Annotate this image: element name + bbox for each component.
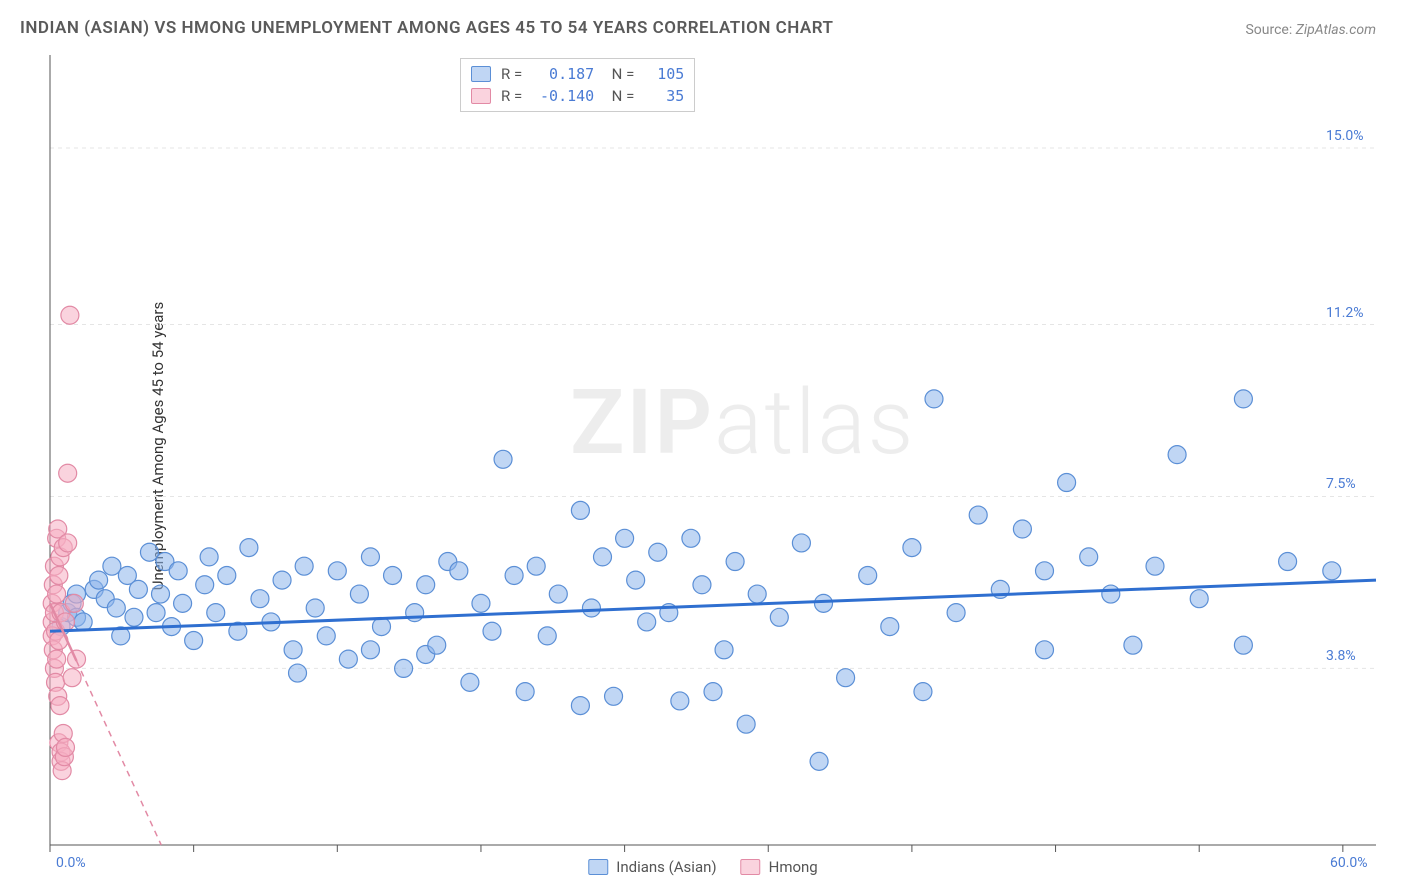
y-tick-label: 15.0% [1326, 128, 1364, 144]
legend-n-label: N = [604, 65, 634, 83]
stats-legend-box: R = 0.187 N = 105 R = -0.140 N = 35 [460, 58, 695, 112]
legend-swatch [741, 859, 761, 875]
series-legend: Indians (Asian) Hmong [588, 858, 817, 876]
stats-legend-row: R = 0.187 N = 105 [471, 63, 684, 85]
y-tick-label: 11.2% [1326, 305, 1364, 321]
legend-r-label: R = [501, 65, 522, 83]
legend-r-label: R = [501, 87, 522, 105]
legend-n-value: 105 [644, 65, 684, 83]
series-legend-item: Hmong [741, 858, 818, 876]
legend-swatch [588, 859, 608, 875]
legend-swatch [471, 88, 491, 104]
legend-swatch [471, 66, 491, 82]
x-anchor-label: 0.0% [56, 855, 86, 871]
series-legend-label: Hmong [769, 858, 818, 876]
series-legend-label: Indians (Asian) [616, 858, 716, 876]
series-legend-item: Indians (Asian) [588, 858, 716, 876]
scatter-chart-svg [0, 0, 1406, 892]
legend-n-value: 35 [644, 87, 684, 105]
stats-legend-row: R = -0.140 N = 35 [471, 85, 684, 107]
y-tick-label: 3.8% [1326, 648, 1356, 664]
legend-r-value: 0.187 [532, 65, 594, 83]
legend-n-label: N = [604, 87, 634, 105]
legend-r-value: -0.140 [532, 87, 594, 105]
x-anchor-label: 60.0% [1330, 855, 1368, 871]
y-tick-label: 7.5% [1326, 476, 1356, 492]
